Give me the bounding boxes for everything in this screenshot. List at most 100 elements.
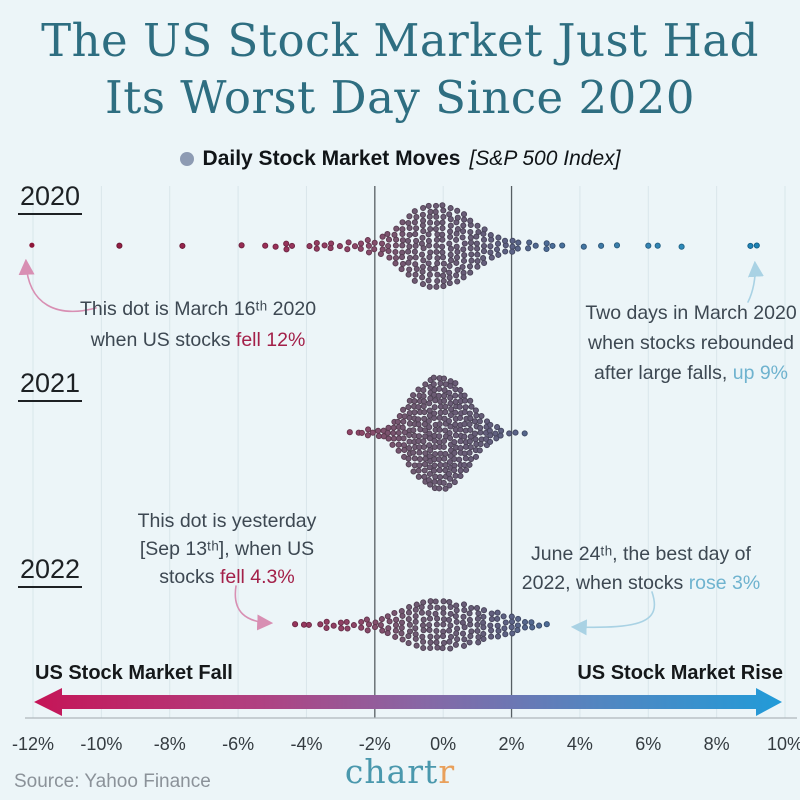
dot: [454, 248, 461, 255]
dot: [441, 455, 448, 462]
dot: [451, 449, 458, 457]
dot: [467, 397, 474, 404]
dot: [400, 435, 407, 442]
dot: [473, 412, 480, 419]
dot: [466, 438, 473, 445]
dot: [440, 272, 447, 279]
dot: [410, 392, 417, 399]
dot: [415, 433, 423, 440]
dot: [338, 625, 345, 632]
dot: [461, 624, 468, 631]
dot: [363, 616, 370, 623]
legend-label: Daily Stock Market Moves: [202, 147, 461, 170]
dot: [426, 407, 433, 414]
dot: [494, 240, 502, 247]
dot: [459, 630, 467, 637]
dot: [441, 266, 448, 273]
legend: Daily Stock Market Moves [S&P 500 Index]: [0, 147, 800, 171]
dot: [474, 621, 481, 628]
dot: [467, 234, 474, 241]
dot: [405, 271, 412, 278]
dot: [412, 613, 419, 620]
dot: [440, 283, 447, 290]
dot: [446, 598, 453, 606]
dot: [453, 272, 460, 279]
dot: [439, 249, 446, 256]
dot: [420, 443, 428, 451]
dot: [317, 621, 324, 628]
dot: [380, 433, 387, 440]
annotation-text: when stocks rebounded: [588, 332, 794, 354]
dot: [398, 254, 406, 261]
dot: [431, 462, 438, 469]
dot: [494, 633, 502, 640]
dot: [439, 243, 446, 250]
dot: [300, 621, 308, 628]
annotation-line: 2022, when stocks rose 3%: [495, 569, 787, 598]
dot: [467, 444, 474, 451]
dot: [613, 242, 621, 249]
dot: [404, 237, 412, 244]
dot: [413, 237, 420, 244]
dot: [461, 433, 468, 440]
dot: [472, 453, 480, 460]
axis-tick-label: -12%: [11, 734, 55, 754]
dot: [426, 615, 434, 622]
dot: [508, 613, 515, 620]
dot: [447, 205, 454, 212]
dot: [412, 618, 419, 625]
dot: [431, 437, 438, 444]
dot: [432, 225, 439, 233]
dot: [493, 435, 500, 442]
dot: [378, 616, 385, 623]
legend-sublabel: [S&P 500 Index]: [469, 147, 621, 170]
dot: [508, 624, 515, 631]
dot: [480, 255, 487, 262]
dot: [433, 627, 440, 635]
dot: [410, 468, 417, 475]
page-title-line2: Its Worst Day Since 2020: [104, 71, 696, 124]
dot: [447, 228, 454, 235]
dot: [440, 616, 448, 623]
dot: [405, 404, 412, 411]
axis-tick-label: 10%: [766, 734, 800, 754]
dot: [434, 277, 441, 285]
dot: [427, 265, 434, 272]
dot: [323, 624, 330, 632]
dot: [433, 621, 440, 628]
year-label-2021: 2021: [18, 368, 83, 402]
dot: [472, 407, 479, 414]
dot: [399, 424, 406, 431]
dot: [521, 619, 529, 626]
dot: [392, 248, 399, 256]
fall-rise-gradient-arrow: [34, 688, 782, 716]
dot: [452, 380, 459, 387]
dot: [441, 437, 448, 445]
dot: [461, 461, 468, 469]
dot: [462, 404, 469, 411]
dot: [526, 239, 533, 246]
dot: [439, 633, 447, 640]
dot: [391, 231, 398, 238]
dot: [440, 443, 447, 451]
chartr-logo-chart: chart: [344, 752, 439, 791]
dot: [433, 248, 440, 256]
dot: [440, 213, 447, 220]
beeswarm-2020: [29, 202, 760, 290]
dot: [543, 245, 550, 253]
dot: [559, 242, 566, 249]
dot: [512, 429, 519, 436]
dot: [461, 450, 468, 457]
annotation-text: Two days in March 2020: [585, 302, 797, 324]
dot: [447, 216, 454, 223]
dot: [389, 441, 396, 448]
dot: [425, 609, 432, 617]
dot: [375, 427, 382, 434]
dot: [439, 219, 446, 226]
dot: [495, 251, 502, 258]
dot: [411, 248, 418, 255]
annotation-text: This dot is yesterday: [137, 510, 317, 532]
dot: [460, 211, 468, 218]
dot: [434, 255, 441, 262]
dot: [446, 274, 453, 281]
